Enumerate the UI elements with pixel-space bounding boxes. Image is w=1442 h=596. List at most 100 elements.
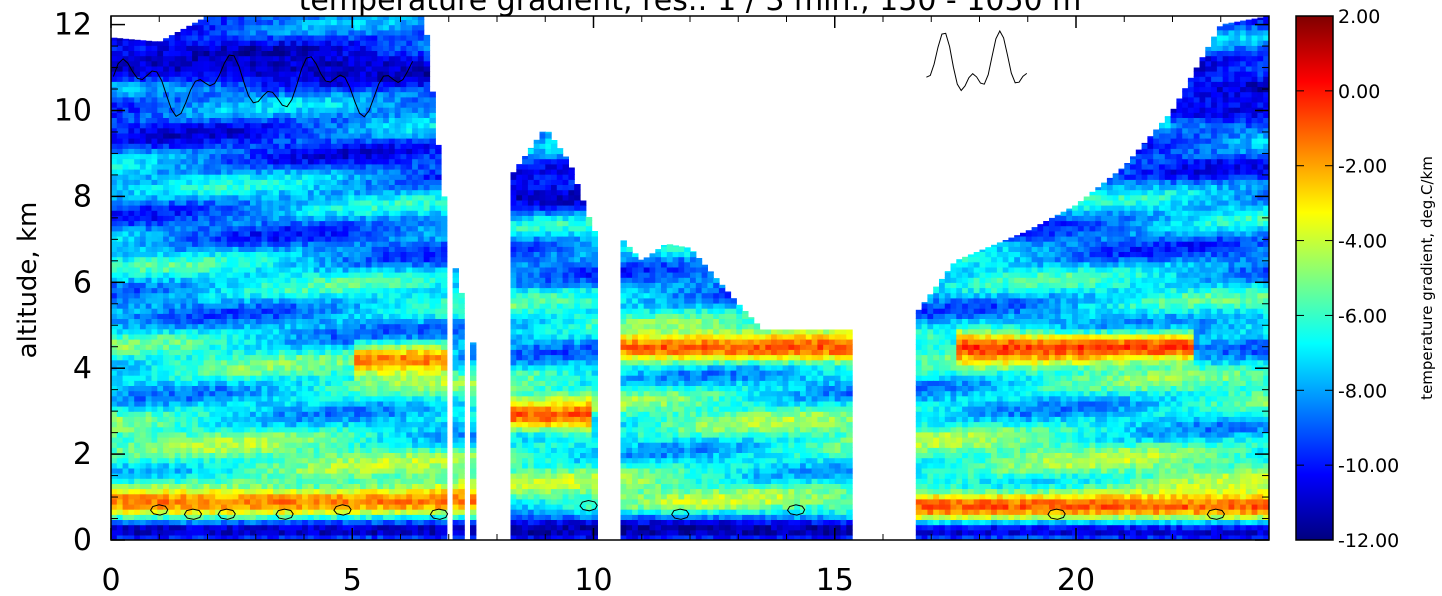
heatmap-cell xyxy=(267,127,274,134)
heatmap-cell xyxy=(348,375,355,381)
heatmap-cell xyxy=(151,112,158,118)
heatmap-cell xyxy=(244,179,251,185)
heatmap-cell xyxy=(267,488,274,495)
heatmap-cell xyxy=(360,194,367,201)
heatmap-cell xyxy=(261,241,268,247)
heatmap-cell xyxy=(336,148,344,155)
heatmap-cell xyxy=(250,127,257,134)
heatmap-cell xyxy=(319,168,326,175)
heatmap-cell xyxy=(221,71,228,77)
heatmap-cell xyxy=(371,488,378,495)
heatmap-cell xyxy=(336,498,344,505)
heatmap-cell xyxy=(128,462,135,469)
heatmap-cell xyxy=(388,344,396,350)
heatmap-cell xyxy=(371,287,378,294)
heatmap-cell xyxy=(192,385,199,392)
heatmap-cell xyxy=(186,210,193,216)
heatmap-cell xyxy=(151,457,158,464)
heatmap-cell xyxy=(383,364,390,371)
heatmap-cell xyxy=(226,143,234,149)
heatmap-cell xyxy=(273,19,280,26)
heatmap-cell xyxy=(284,395,292,402)
heatmap-cell xyxy=(203,127,210,134)
heatmap-cell xyxy=(157,55,164,62)
heatmap-cell xyxy=(163,230,170,237)
heatmap-cell xyxy=(313,34,321,41)
heatmap-cell xyxy=(244,45,251,51)
heatmap-cell xyxy=(255,194,263,201)
heatmap-cell xyxy=(377,127,384,134)
heatmap-cell xyxy=(284,318,292,325)
heatmap-cell xyxy=(302,24,309,31)
heatmap-cell xyxy=(174,421,182,428)
heatmap-cell xyxy=(145,277,153,283)
heatmap-cell xyxy=(348,416,355,423)
heatmap-cell xyxy=(197,163,205,170)
heatmap-cell xyxy=(134,117,141,124)
heatmap-cell xyxy=(278,194,286,201)
heatmap-cell xyxy=(151,488,158,495)
heatmap-cell xyxy=(255,158,263,165)
heatmap-cell xyxy=(174,473,182,479)
heatmap-cell xyxy=(215,220,222,227)
heatmap-cell xyxy=(197,65,205,72)
heatmap-cell xyxy=(342,426,349,433)
heatmap-cell xyxy=(278,210,286,216)
heatmap-cell xyxy=(331,194,338,201)
heatmap-cell xyxy=(273,282,280,289)
heatmap-cell xyxy=(325,174,332,180)
heatmap-cell xyxy=(255,215,263,222)
heatmap-cell xyxy=(232,416,239,423)
heatmap-cell xyxy=(307,107,315,113)
heatmap-cell xyxy=(365,354,373,361)
heatmap-cell xyxy=(203,426,210,433)
heatmap-cell xyxy=(336,292,344,299)
heatmap-cell xyxy=(354,261,361,268)
heatmap-cell xyxy=(111,390,118,397)
heatmap-cell xyxy=(336,19,344,26)
heatmap-cell xyxy=(209,225,216,232)
heatmap-cell xyxy=(215,153,222,160)
heatmap-cell xyxy=(302,416,309,423)
heatmap-cell xyxy=(360,344,367,350)
heatmap-cell xyxy=(313,158,321,165)
heatmap-cell xyxy=(354,65,361,72)
heatmap-cell xyxy=(232,483,239,490)
heatmap-cell xyxy=(336,282,344,289)
heatmap-cell xyxy=(180,292,187,299)
heatmap-cell xyxy=(186,498,193,505)
heatmap-cell xyxy=(226,524,234,531)
heatmap-cell xyxy=(325,81,332,88)
heatmap-cell xyxy=(255,256,263,263)
heatmap-cell xyxy=(238,163,245,170)
heatmap-cell xyxy=(377,375,384,381)
heatmap-cell xyxy=(284,86,292,93)
heatmap-cell xyxy=(388,416,396,423)
heatmap-cell xyxy=(139,380,147,386)
heatmap-cell xyxy=(186,411,193,417)
heatmap-cell xyxy=(116,60,124,67)
heatmap-cell xyxy=(371,251,378,258)
heatmap-cell xyxy=(174,50,182,57)
heatmap-cell xyxy=(267,163,274,170)
heatmap-cell xyxy=(197,277,205,283)
heatmap-cell xyxy=(255,390,263,397)
heatmap-cell xyxy=(383,452,390,459)
heatmap-cell xyxy=(163,447,170,453)
heatmap-cell xyxy=(116,385,124,392)
heatmap-cell xyxy=(336,534,344,540)
heatmap-cell xyxy=(145,390,153,397)
heatmap-cell xyxy=(163,416,170,423)
heatmap-cell xyxy=(336,416,344,423)
heatmap-cell xyxy=(261,467,268,474)
heatmap-cell xyxy=(128,426,135,433)
heatmap-cell xyxy=(116,143,124,149)
heatmap-cell xyxy=(157,41,164,46)
heatmap-cell xyxy=(284,132,292,139)
heatmap-cell xyxy=(128,179,135,185)
heatmap-cell xyxy=(203,34,210,41)
heatmap-cell xyxy=(232,323,239,330)
heatmap-cell xyxy=(139,86,147,93)
heatmap-cell xyxy=(267,452,274,459)
heatmap-cell xyxy=(371,189,378,196)
